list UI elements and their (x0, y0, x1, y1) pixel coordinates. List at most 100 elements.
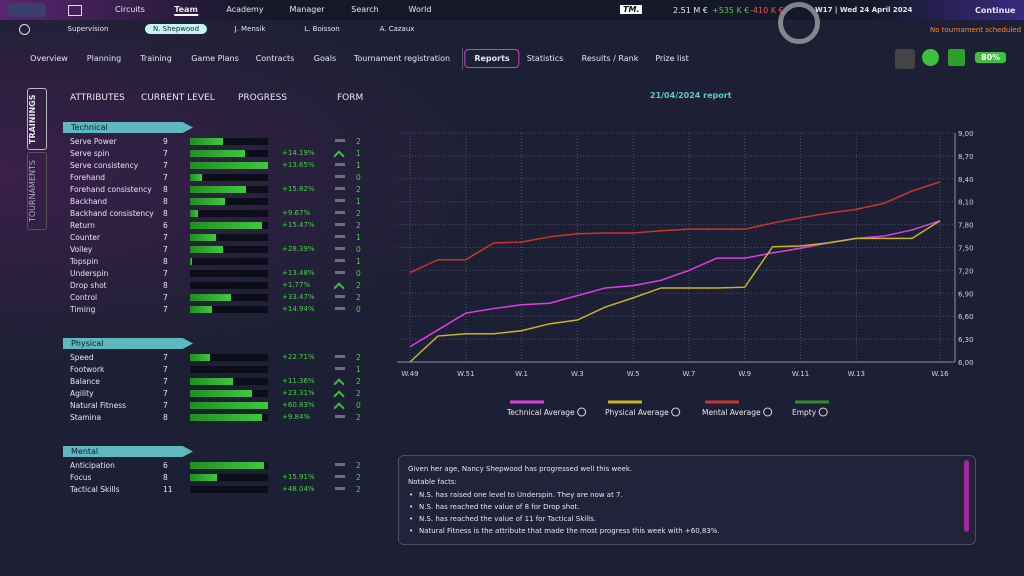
attribute-level: 8 (163, 473, 168, 482)
legend-label: Mental Average (702, 408, 761, 417)
attribute-level: 7 (163, 173, 168, 182)
form-trend (335, 223, 345, 226)
progress-track (190, 354, 268, 361)
progress-bar (190, 210, 198, 217)
y-tick-label: 7,80 (958, 222, 974, 230)
player-tab[interactable]: J. Mensik (234, 25, 266, 33)
nav-tab[interactable]: Planning (86, 54, 122, 63)
progress-bar (190, 198, 226, 205)
progress-bar (190, 138, 223, 145)
report-fact: N.S. has reached the value of 11 for Tac… (419, 515, 597, 523)
attribute-name: Agility (70, 389, 94, 398)
form-value: 0 (356, 305, 361, 314)
nav-tab[interactable]: Goals (313, 54, 337, 63)
mail-icon[interactable] (68, 5, 82, 16)
form-trend (335, 355, 345, 358)
attribute-name: Serve spin (70, 149, 110, 158)
edit-icon (818, 407, 828, 417)
nav-tab[interactable]: Tournament registration (353, 54, 451, 63)
progress-value: +13.48% (282, 269, 315, 277)
attribute-name: Forehand (70, 173, 106, 182)
form-value: 0 (356, 269, 361, 278)
form-trend (335, 487, 345, 490)
nav-item[interactable]: Circuits (115, 5, 145, 14)
form-value: 2 (356, 461, 361, 470)
nav-tab[interactable]: Overview (30, 54, 68, 63)
column-header: PROGRESS (238, 93, 288, 103)
nav-tab[interactable]: Game Plans (191, 54, 239, 63)
form-value: 0 (356, 245, 361, 254)
nav-tab[interactable]: Contracts (255, 54, 295, 63)
nav-tab[interactable]: Reports (464, 49, 520, 68)
progress-value: +15.47% (282, 221, 315, 229)
form-value: 2 (356, 353, 361, 362)
line-series (409, 181, 941, 274)
player-tab[interactable]: Supervision (67, 25, 109, 33)
y-tick-label: 7,20 (958, 267, 974, 275)
progress-track (190, 222, 268, 229)
nav-item[interactable]: Search (351, 5, 379, 14)
continue-button[interactable]: Continue (975, 6, 1016, 15)
progress-value: +15.91% (282, 473, 315, 481)
top-bar (0, 0, 1024, 20)
report-facts-title: Notable facts: (408, 478, 457, 486)
player-tab[interactable]: N. Shepwood (144, 24, 208, 34)
nav-item[interactable]: Manager (289, 5, 325, 14)
progress-bar (190, 378, 233, 385)
nav-tab[interactable]: Statistics (526, 54, 564, 63)
attribute-level: 6 (163, 461, 168, 470)
attribute-name: Footwork (70, 365, 105, 374)
progress-track (190, 186, 268, 193)
report-bullet: • (409, 515, 414, 523)
no-tournament: No tournament scheduled (930, 26, 1022, 34)
attribute-name: Stamina (70, 413, 102, 422)
legend-label: Physical Average (605, 408, 669, 417)
line-series (409, 220, 941, 363)
nav-tab[interactable]: Prize list (655, 54, 689, 63)
attribute-name: Focus (70, 473, 92, 482)
nav-item[interactable]: Academy (226, 5, 264, 14)
y-tick-label: 6,30 (958, 336, 974, 344)
edit-icon (577, 407, 587, 417)
progress-track (190, 210, 268, 217)
attribute-name: Speed (70, 353, 94, 362)
nav-tab[interactable]: Training (140, 54, 172, 63)
close-icon[interactable] (778, 2, 820, 44)
chart-title: 21/04/2024 report (650, 91, 732, 100)
progress-track (190, 162, 268, 169)
attribute-level: 11 (163, 485, 173, 494)
attribute-level: 8 (163, 209, 168, 218)
progress-track (190, 282, 268, 289)
help-icon[interactable] (19, 24, 30, 35)
progress-bar (190, 390, 253, 397)
player-tab[interactable]: A. Cazaux (379, 25, 415, 33)
player-tab[interactable]: L. Boisson (304, 25, 340, 33)
y-tick-label: 6,00 (958, 359, 974, 367)
form-value: 2 (356, 377, 361, 386)
scrollbar[interactable] (964, 460, 969, 532)
nav-item[interactable]: World (408, 5, 432, 14)
progress-track (190, 258, 268, 265)
progress-value: +22.71% (282, 353, 315, 361)
report-intro: Given her age, Nancy Shepwood has progre… (408, 465, 633, 473)
progress-track (190, 270, 268, 277)
progress-bar (190, 354, 210, 361)
attribute-level: 7 (163, 149, 168, 158)
form-trend (335, 211, 345, 214)
back-forward[interactable] (8, 3, 46, 17)
mood-icon (922, 49, 939, 66)
progress-value: +33.47% (282, 293, 315, 301)
report-fact: N.S. has raised one level to Underspin. … (419, 491, 623, 499)
nav-tab[interactable]: Results / Rank (581, 54, 639, 63)
form-value: 2 (356, 413, 361, 422)
attribute-level: 7 (163, 377, 168, 386)
report-bullet: • (409, 503, 414, 511)
progress-value: +23.31% (282, 389, 315, 397)
progress-track (190, 246, 268, 253)
nav-item[interactable]: Team (174, 5, 198, 16)
y-tick-label: 6,90 (958, 290, 974, 298)
x-tick-label: W.5 (627, 370, 640, 378)
progress-track (190, 138, 268, 145)
form-value: 1 (356, 365, 361, 374)
attribute-level: 7 (163, 389, 168, 398)
